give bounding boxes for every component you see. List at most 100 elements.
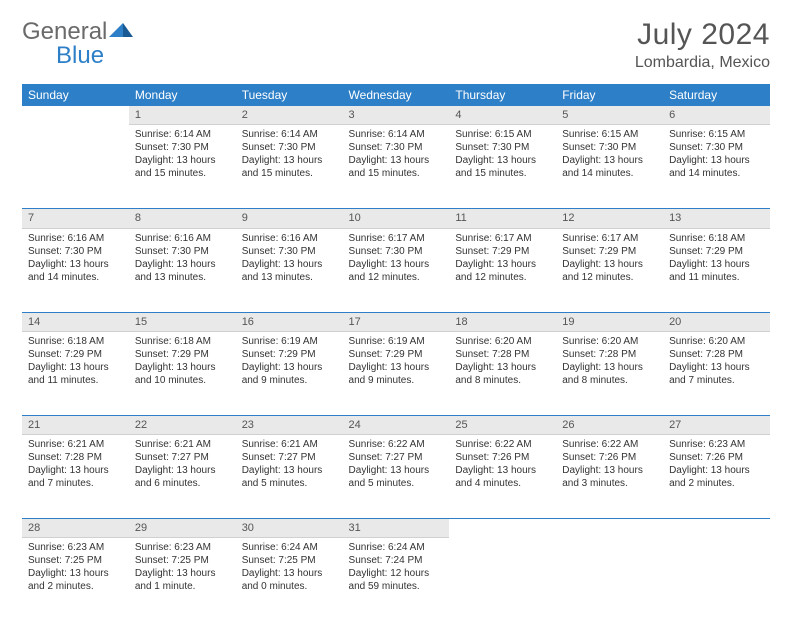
- daylight-text-1: Daylight: 13 hours: [669, 154, 764, 167]
- day-number-row: 14151617181920: [22, 312, 770, 331]
- sunset-text: Sunset: 7:28 PM: [28, 451, 123, 464]
- sunset-text: Sunset: 7:29 PM: [562, 245, 657, 258]
- sunrise-text: Sunrise: 6:22 AM: [562, 438, 657, 451]
- daylight-text-2: and 2 minutes.: [28, 580, 123, 593]
- daylight-text-2: and 12 minutes.: [349, 271, 444, 284]
- sunrise-text: Sunrise: 6:16 AM: [242, 232, 337, 245]
- location: Lombardia, Mexico: [635, 54, 770, 72]
- day-info-cell: Sunrise: 6:16 AMSunset: 7:30 PMDaylight:…: [22, 228, 129, 312]
- day-info-cell: Sunrise: 6:15 AMSunset: 7:30 PMDaylight:…: [449, 125, 556, 209]
- daylight-text-1: Daylight: 13 hours: [28, 361, 123, 374]
- sunset-text: Sunset: 7:25 PM: [28, 554, 123, 567]
- daylight-text-2: and 0 minutes.: [242, 580, 337, 593]
- day-number-cell: 4: [449, 106, 556, 125]
- day-info-cell: Sunrise: 6:24 AMSunset: 7:25 PMDaylight:…: [236, 538, 343, 622]
- daylight-text-1: Daylight: 13 hours: [135, 361, 230, 374]
- sunrise-text: Sunrise: 6:22 AM: [455, 438, 550, 451]
- daylight-text-1: Daylight: 13 hours: [349, 154, 444, 167]
- daylight-text-2: and 2 minutes.: [669, 477, 764, 490]
- header: General July 2024 Lombardia, Mexico: [22, 18, 770, 72]
- sunrise-text: Sunrise: 6:17 AM: [562, 232, 657, 245]
- sunrise-text: Sunrise: 6:19 AM: [349, 335, 444, 348]
- day-info-cell: [556, 538, 663, 622]
- calendar-table: Sunday Monday Tuesday Wednesday Thursday…: [22, 84, 770, 622]
- daylight-text-1: Daylight: 13 hours: [562, 464, 657, 477]
- daylight-text-2: and 9 minutes.: [242, 374, 337, 387]
- day-info-cell: Sunrise: 6:17 AMSunset: 7:30 PMDaylight:…: [343, 228, 450, 312]
- sunset-text: Sunset: 7:29 PM: [455, 245, 550, 258]
- daylight-text-2: and 14 minutes.: [669, 167, 764, 180]
- sunrise-text: Sunrise: 6:17 AM: [455, 232, 550, 245]
- daylight-text-2: and 13 minutes.: [242, 271, 337, 284]
- daylight-text-1: Daylight: 13 hours: [562, 154, 657, 167]
- day-number-row: 123456: [22, 106, 770, 125]
- day-number-cell: 29: [129, 519, 236, 538]
- sunset-text: Sunset: 7:30 PM: [562, 141, 657, 154]
- weekday-header: Thursday: [449, 84, 556, 106]
- weekday-header: Friday: [556, 84, 663, 106]
- daylight-text-1: Daylight: 13 hours: [135, 154, 230, 167]
- daylight-text-1: Daylight: 13 hours: [455, 361, 550, 374]
- day-number-cell: 28: [22, 519, 129, 538]
- day-info-cell: Sunrise: 6:20 AMSunset: 7:28 PMDaylight:…: [449, 331, 556, 415]
- daylight-text-2: and 14 minutes.: [562, 167, 657, 180]
- sunrise-text: Sunrise: 6:23 AM: [28, 541, 123, 554]
- daylight-text-1: Daylight: 13 hours: [242, 567, 337, 580]
- weekday-header-row: Sunday Monday Tuesday Wednesday Thursday…: [22, 84, 770, 106]
- day-info-cell: Sunrise: 6:16 AMSunset: 7:30 PMDaylight:…: [129, 228, 236, 312]
- sunset-text: Sunset: 7:29 PM: [28, 348, 123, 361]
- sunset-text: Sunset: 7:30 PM: [135, 141, 230, 154]
- sunset-text: Sunset: 7:30 PM: [242, 245, 337, 258]
- daylight-text-2: and 59 minutes.: [349, 580, 444, 593]
- day-info-cell: [449, 538, 556, 622]
- day-number-cell: 11: [449, 209, 556, 228]
- daylight-text-2: and 7 minutes.: [28, 477, 123, 490]
- day-number-row: 21222324252627: [22, 415, 770, 434]
- daylight-text-1: Daylight: 13 hours: [349, 464, 444, 477]
- weekday-header: Monday: [129, 84, 236, 106]
- day-info-cell: Sunrise: 6:20 AMSunset: 7:28 PMDaylight:…: [556, 331, 663, 415]
- sunset-text: Sunset: 7:29 PM: [242, 348, 337, 361]
- daylight-text-1: Daylight: 13 hours: [669, 464, 764, 477]
- sunrise-text: Sunrise: 6:14 AM: [349, 128, 444, 141]
- day-info-cell: Sunrise: 6:15 AMSunset: 7:30 PMDaylight:…: [556, 125, 663, 209]
- daylight-text-2: and 7 minutes.: [669, 374, 764, 387]
- day-info-cell: Sunrise: 6:21 AMSunset: 7:28 PMDaylight:…: [22, 435, 129, 519]
- day-info-cell: Sunrise: 6:18 AMSunset: 7:29 PMDaylight:…: [663, 228, 770, 312]
- daylight-text-2: and 14 minutes.: [28, 271, 123, 284]
- day-number-cell: 15: [129, 312, 236, 331]
- daylight-text-1: Daylight: 13 hours: [669, 258, 764, 271]
- daylight-text-2: and 15 minutes.: [135, 167, 230, 180]
- daylight-text-1: Daylight: 13 hours: [135, 464, 230, 477]
- sunrise-text: Sunrise: 6:15 AM: [669, 128, 764, 141]
- day-number-cell: [22, 106, 129, 125]
- day-info-cell: Sunrise: 6:23 AMSunset: 7:25 PMDaylight:…: [129, 538, 236, 622]
- day-info-cell: Sunrise: 6:23 AMSunset: 7:25 PMDaylight:…: [22, 538, 129, 622]
- sunset-text: Sunset: 7:30 PM: [28, 245, 123, 258]
- daylight-text-1: Daylight: 13 hours: [562, 258, 657, 271]
- day-number-cell: 20: [663, 312, 770, 331]
- daylight-text-1: Daylight: 12 hours: [349, 567, 444, 580]
- daylight-text-2: and 15 minutes.: [242, 167, 337, 180]
- daylight-text-2: and 13 minutes.: [135, 271, 230, 284]
- sunset-text: Sunset: 7:30 PM: [242, 141, 337, 154]
- day-info-cell: Sunrise: 6:20 AMSunset: 7:28 PMDaylight:…: [663, 331, 770, 415]
- sunset-text: Sunset: 7:25 PM: [242, 554, 337, 567]
- day-number-cell: 1: [129, 106, 236, 125]
- day-info-row: Sunrise: 6:18 AMSunset: 7:29 PMDaylight:…: [22, 331, 770, 415]
- logo-triangle-icon: [109, 18, 135, 46]
- daylight-text-2: and 11 minutes.: [669, 271, 764, 284]
- day-number-cell: 27: [663, 415, 770, 434]
- daylight-text-1: Daylight: 13 hours: [349, 361, 444, 374]
- day-number-row: 28293031: [22, 519, 770, 538]
- day-number-cell: 16: [236, 312, 343, 331]
- daylight-text-2: and 9 minutes.: [349, 374, 444, 387]
- day-info-row: Sunrise: 6:23 AMSunset: 7:25 PMDaylight:…: [22, 538, 770, 622]
- day-info-cell: Sunrise: 6:23 AMSunset: 7:26 PMDaylight:…: [663, 435, 770, 519]
- sunset-text: Sunset: 7:25 PM: [135, 554, 230, 567]
- sunrise-text: Sunrise: 6:20 AM: [669, 335, 764, 348]
- day-number-cell: 10: [343, 209, 450, 228]
- day-number-cell: 21: [22, 415, 129, 434]
- daylight-text-1: Daylight: 13 hours: [135, 258, 230, 271]
- day-info-cell: Sunrise: 6:18 AMSunset: 7:29 PMDaylight:…: [129, 331, 236, 415]
